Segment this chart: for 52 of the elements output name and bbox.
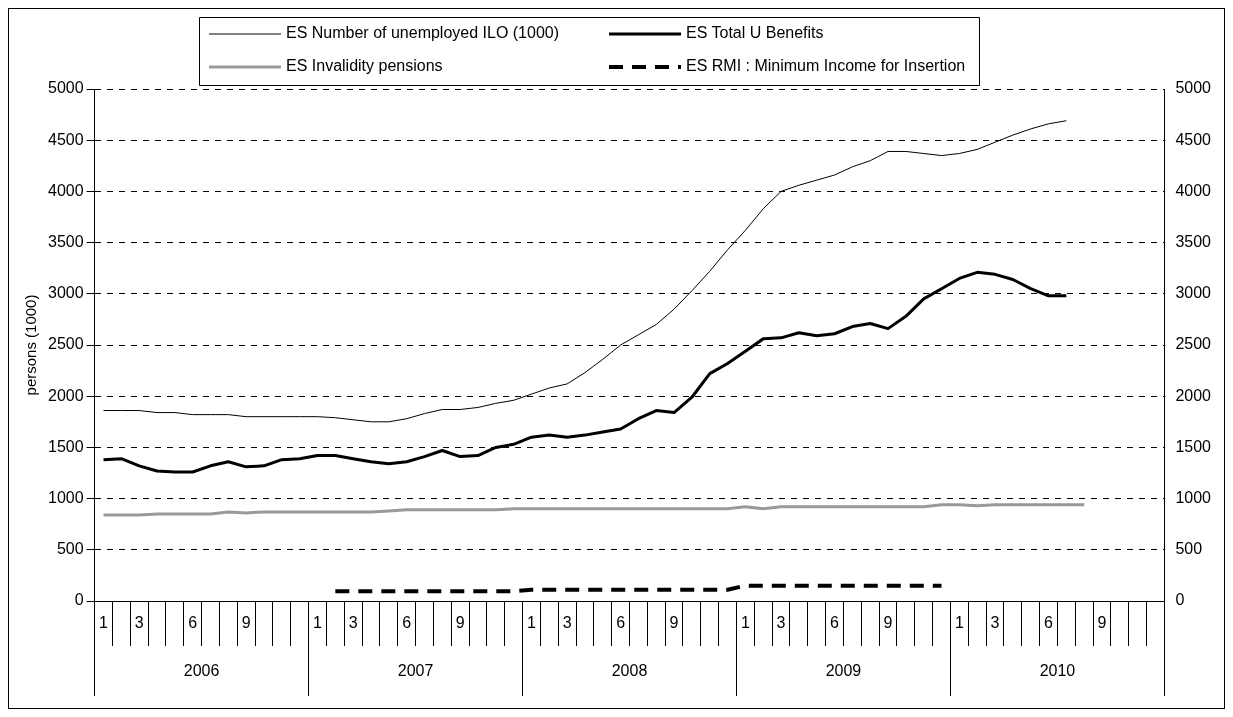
y2-tick-label: 0 — [1175, 591, 1185, 609]
legend-label: ES Total U Benefits — [686, 24, 824, 42]
y-tick-label: 500 — [56, 540, 84, 558]
legend-label: ES Number of unemployed ILO (1000) — [286, 24, 560, 42]
x-tick-label: 3 — [134, 614, 144, 632]
x-tick-label: 9 — [1097, 614, 1107, 632]
x-tick-label: 6 — [830, 614, 840, 632]
x-tick-label: 9 — [883, 614, 893, 632]
text: 2007 — [397, 662, 434, 680]
x-tick-label: 3 — [990, 614, 1000, 632]
x-tick-label: 6 — [188, 614, 198, 632]
y2-tick-label: 1500 — [1175, 437, 1212, 455]
text: 2009 — [825, 662, 862, 680]
x-tick-label: 9 — [241, 614, 251, 632]
y2-tick-label: 5000 — [1175, 79, 1212, 97]
x-tick-label: 1 — [526, 614, 536, 632]
y-tick-label: 3000 — [48, 284, 84, 302]
x-tick-label: 3 — [562, 614, 572, 632]
x-tick-label: 1 — [99, 614, 109, 632]
x-tick-label: 6 — [402, 614, 412, 632]
y2-tick-label: 2500 — [1175, 335, 1212, 353]
text: 2006 — [183, 662, 220, 680]
y-tick-label: 0 — [74, 591, 84, 609]
y2-tick-label: 4500 — [1175, 130, 1212, 148]
text: 2008 — [611, 662, 648, 680]
legend-label: ES RMI : Minimum Income for Insertion — [686, 57, 966, 75]
y-tick-label: 2500 — [48, 335, 84, 353]
x-tick-label: 1 — [313, 614, 323, 632]
y-tick-label: 1000 — [48, 489, 84, 507]
y-tick-label: 4000 — [48, 181, 84, 199]
x-tick-label: 9 — [455, 614, 465, 632]
x-tick-label: 3 — [348, 614, 358, 632]
y-tick-label: 5000 — [48, 79, 84, 97]
y2-tick-label: 1000 — [1175, 489, 1212, 507]
x-tick-label: 6 — [1044, 614, 1054, 632]
y-tick-label: 4500 — [48, 130, 84, 148]
x-tick-label: 9 — [669, 614, 679, 632]
y2-tick-label: 3500 — [1175, 233, 1212, 251]
text: 2010 — [1039, 662, 1076, 680]
y-tick-label: 3500 — [48, 233, 84, 251]
legend-label: ES Invalidity pensions — [286, 57, 443, 75]
x-tick-label: 6 — [616, 614, 626, 632]
y-tick-label: 1500 — [48, 437, 84, 455]
x-tick-label: 1 — [954, 614, 964, 632]
y2-tick-label: 3000 — [1175, 284, 1212, 302]
y2-tick-label: 500 — [1175, 540, 1203, 558]
x-tick-label: 3 — [776, 614, 786, 632]
y2-tick-label: 2000 — [1175, 386, 1212, 404]
x-tick-label: 1 — [740, 614, 750, 632]
y-tick-label: 2000 — [48, 386, 84, 404]
y-axis-title: persons (1000) — [22, 294, 40, 396]
y2-tick-label: 4000 — [1175, 181, 1212, 199]
